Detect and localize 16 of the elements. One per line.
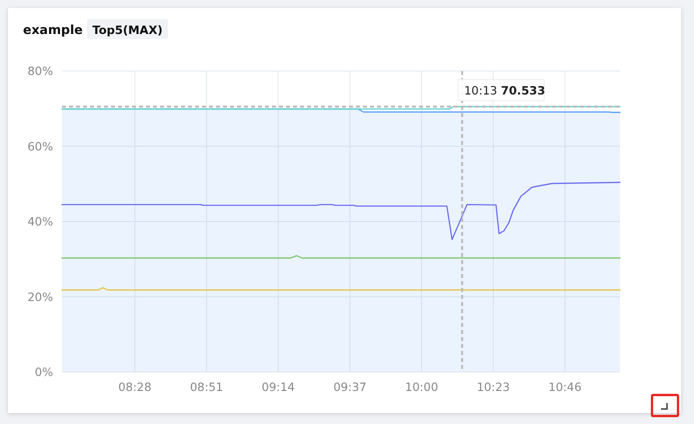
x-tick-label: 08:28 <box>118 380 152 394</box>
y-tick-label: 40% <box>27 214 54 228</box>
y-tick-label: 0% <box>34 365 54 379</box>
x-tick-label: 10:23 <box>476 380 510 394</box>
y-tick-label: 20% <box>27 290 54 304</box>
x-tick-label: 09:37 <box>333 380 366 394</box>
x-tick-label: 10:00 <box>405 380 438 394</box>
chart-subtitle: Top5(MAX) <box>92 23 163 37</box>
x-tick-label: 10:46 <box>548 380 582 394</box>
annotation: 10:13 70.533 <box>464 84 546 98</box>
y-tick-label: 60% <box>27 139 54 154</box>
x-tick-label: 08:51 <box>190 380 224 394</box>
chart-title: example <box>23 22 83 37</box>
line-series <box>61 182 621 240</box>
x-tick-label: 09:14 <box>262 380 295 394</box>
y-tick-label: 80% <box>27 64 54 78</box>
